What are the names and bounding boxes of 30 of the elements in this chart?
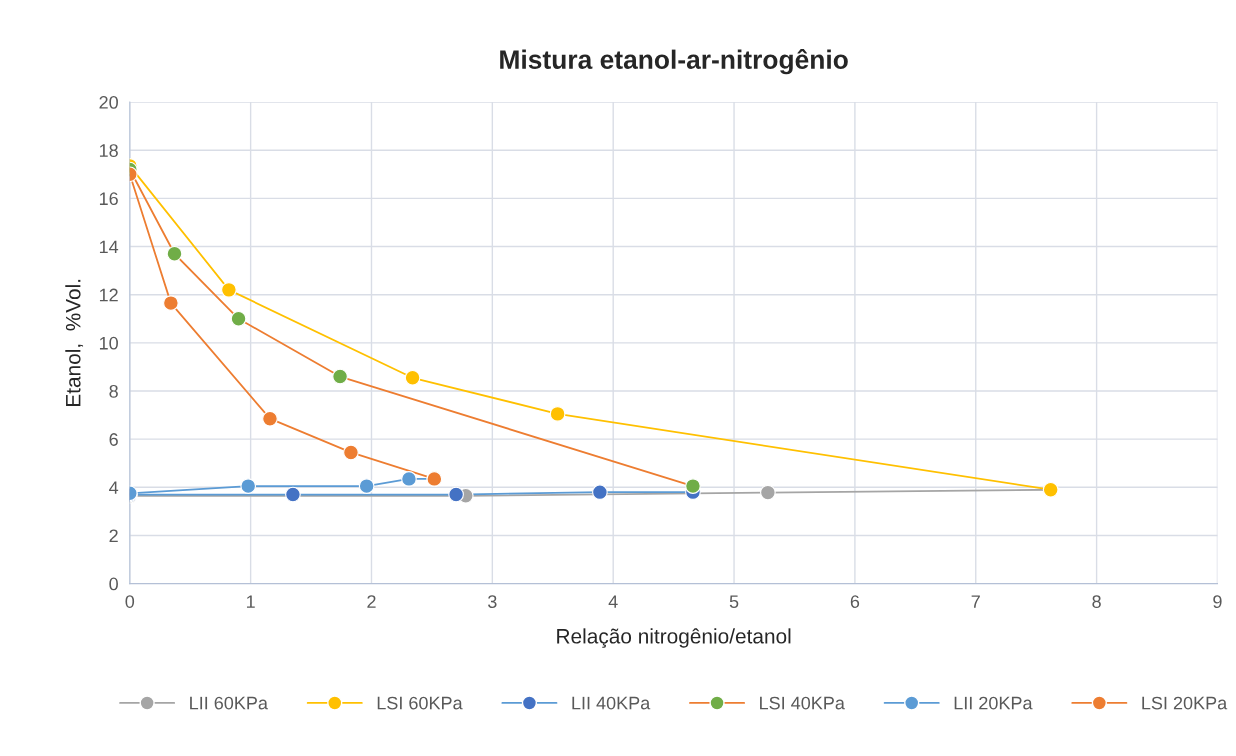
x-tick-label: 7 — [971, 595, 980, 608]
legend-label: LII 40KPa — [572, 696, 651, 710]
x-tick-label: 1 — [246, 595, 255, 608]
x-tick-label: 5 — [729, 595, 739, 609]
y-tick-label: 20 — [99, 95, 118, 109]
x-tick-label: 2 — [367, 595, 376, 608]
y-axis-title: Etanol, %Vol. — [65, 279, 84, 406]
y-tick-label: 2 — [109, 529, 118, 543]
legend-label: LSI 20KPa — [1142, 696, 1228, 710]
x-tick-label: 4 — [608, 595, 618, 608]
legend-label: LSI 60KPa — [377, 696, 463, 710]
y-tick-label: 18 — [99, 144, 118, 157]
x-tick-label: 3 — [488, 595, 497, 609]
x-tick-label: 8 — [1092, 595, 1101, 609]
y-tick-label: 4 — [109, 481, 119, 494]
legend-label: LSI 40KPa — [760, 696, 845, 710]
y-tick-label: 12 — [99, 288, 118, 302]
legend-label: LII 20KPa — [954, 696, 1033, 710]
legend-label: LII 60KPa — [190, 696, 268, 710]
x-tick-label: 9 — [1213, 595, 1222, 609]
y-tick-label: 16 — [99, 192, 118, 206]
y-tick-label: 6 — [109, 433, 118, 446]
x-tick-label: 6 — [850, 595, 860, 609]
y-tick-label: 8 — [109, 384, 118, 398]
x-tick-label: 0 — [125, 595, 135, 609]
chart-title: Mistura etanol-ar-nitrogênio — [500, 49, 848, 75]
x-axis-title: Relação nitrogênio/etanol — [557, 628, 791, 648]
y-tick-label: 10 — [99, 336, 118, 350]
y-tick-label: 14 — [99, 240, 119, 254]
y-tick-label: 0 — [109, 577, 118, 591]
